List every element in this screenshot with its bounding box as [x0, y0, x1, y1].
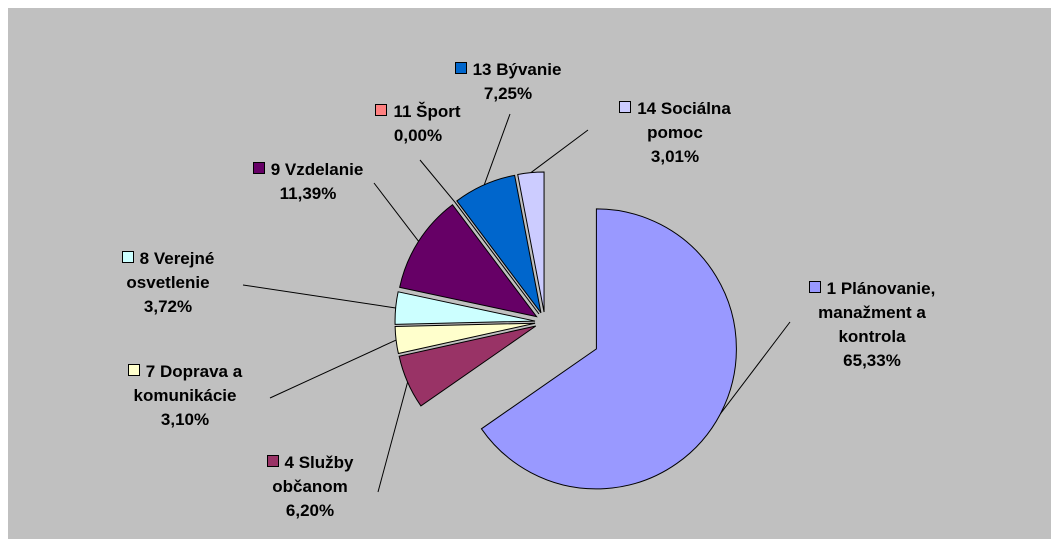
pie-slice: [399, 204, 538, 318]
slice-label: 4 Služby občanom 6,20%: [245, 451, 375, 523]
pie-slice: [517, 171, 545, 313]
value-label: 6,20%: [285, 501, 335, 520]
category-label: 1 Plánovanie, manažment a kontrola: [818, 279, 936, 346]
pie-slice: [456, 174, 542, 314]
category-label: 11 Šport: [393, 102, 461, 121]
pie-slice: [394, 291, 536, 325]
value-label: 7,25%: [483, 84, 533, 103]
slice-label: 11 Šport 0,00%: [363, 100, 473, 148]
leader-line: [419, 159, 456, 203]
category-label: 9 Vzdelanie: [270, 160, 364, 179]
legend-marker: [619, 101, 632, 113]
category-label: 14 Sociálna pomoc: [637, 99, 731, 142]
pie-slice: [454, 201, 540, 315]
category-label: 4 Služby občanom: [272, 453, 354, 496]
leader-line: [530, 129, 589, 174]
slice-label: 14 Sociálna pomoc 3,01%: [595, 97, 755, 169]
leader-line: [269, 339, 397, 399]
value-label: 3,01%: [650, 147, 700, 166]
category-label: 7 Doprava a komunikácie: [133, 362, 243, 405]
leader-line: [242, 284, 396, 309]
leader-line: [373, 182, 419, 242]
value-label: 0,00%: [393, 126, 443, 145]
value-label: 3,72%: [143, 297, 193, 316]
value-label: 3,10%: [160, 410, 210, 429]
legend-marker: [375, 104, 388, 116]
slice-label: 9 Vzdelanie 11,39%: [223, 158, 393, 206]
pie-slice: [394, 322, 536, 355]
legend-marker: [127, 364, 140, 376]
slice-label: 1 Plánovanie, manažment a kontrola 65,33%: [787, 277, 957, 373]
leader-line: [377, 382, 409, 493]
value-label: 11,39%: [279, 184, 337, 203]
slice-label: 8 Verejné osvetlenie 3,72%: [88, 247, 248, 319]
leader-line: [720, 321, 791, 415]
value-label: 65,33%: [843, 351, 901, 370]
legend-marker: [121, 251, 134, 263]
pie-slice: [480, 208, 737, 490]
slice-label: 7 Doprava a komunikácie 3,10%: [85, 360, 285, 432]
legend-marker: [454, 62, 467, 74]
legend-marker: [266, 455, 279, 467]
legend-marker: [808, 281, 821, 293]
legend-marker: [252, 162, 265, 174]
category-label: 13 Bývanie: [472, 60, 562, 79]
leader-line: [483, 113, 511, 186]
slice-label: 13 Bývanie 7,25%: [433, 58, 583, 106]
category-label: 8 Verejné osvetlenie: [126, 249, 215, 292]
